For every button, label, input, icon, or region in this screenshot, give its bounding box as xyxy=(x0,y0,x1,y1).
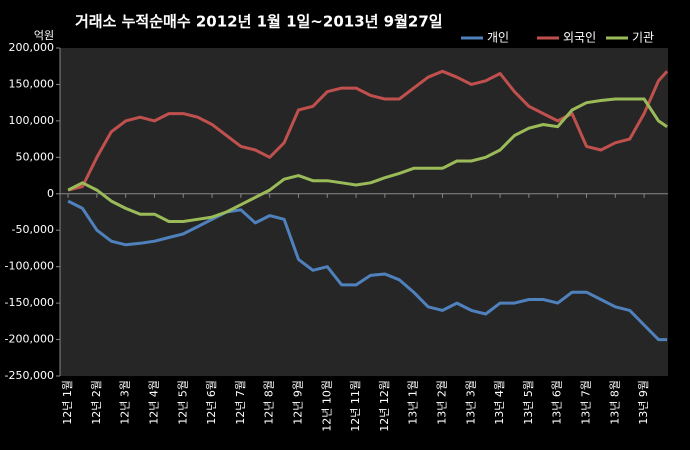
x-tick-label: 13년 2월 xyxy=(435,380,448,425)
x-tick-label: 13년 4월 xyxy=(493,380,506,425)
x-tick-label: 12년 9월 xyxy=(291,380,304,425)
y-tick-label: 200,000 xyxy=(9,41,55,54)
y-axis-label: 억원 xyxy=(34,29,54,42)
y-tick-label: 100,000 xyxy=(9,114,55,127)
x-tick-label: 13년 3월 xyxy=(464,380,477,425)
x-tick-label: 12년 12월 xyxy=(378,380,391,432)
y-tick-label: 50,000 xyxy=(16,150,55,163)
x-tick-label: 13년 7월 xyxy=(579,380,592,425)
legend-label: 개인 xyxy=(487,31,509,45)
x-tick-label: 12년 8월 xyxy=(263,380,276,425)
y-tick-label: 0 xyxy=(47,187,54,200)
x-tick-label: 13년 9월 xyxy=(637,380,650,425)
x-tick-label: 12년 4월 xyxy=(147,380,160,425)
series-line xyxy=(67,97,668,223)
x-tick-label: 12년 1월 xyxy=(61,380,74,425)
x-tick-label: 12년 3월 xyxy=(119,380,132,425)
y-tick-label: -150,000 xyxy=(5,296,54,309)
x-tick-label: 13년 6월 xyxy=(551,380,564,425)
y-tick-label: 150,000 xyxy=(9,77,55,90)
y-tick-label: -100,000 xyxy=(5,260,54,273)
y-tick-label: -50,000 xyxy=(12,223,54,236)
x-tick-label: 12년 11월 xyxy=(349,380,362,432)
x-tick-label: 12년 10월 xyxy=(320,380,333,432)
x-tick-label: 13년 5월 xyxy=(522,380,535,425)
series-line xyxy=(67,69,669,192)
plot-area xyxy=(60,48,668,376)
legend-label: 외국인 xyxy=(563,31,596,45)
x-tick-label: 13년 8월 xyxy=(608,380,621,425)
chart-title: 거래소 누적순매수 2012년 1월 1일~2013년 9월27일 xyxy=(75,13,443,31)
y-tick-label: -250,000 xyxy=(5,369,54,382)
x-tick-label: 12년 5월 xyxy=(176,380,189,425)
x-tick-label: 12년 7월 xyxy=(234,380,247,425)
x-tick-label: 12년 6월 xyxy=(205,380,218,425)
x-tick-label: 13년 1월 xyxy=(407,380,420,425)
x-tick-label: 12년 2월 xyxy=(90,380,103,425)
series-line xyxy=(67,199,668,342)
legend-label: 기관 xyxy=(632,31,654,45)
y-tick-label: -200,000 xyxy=(5,333,54,346)
